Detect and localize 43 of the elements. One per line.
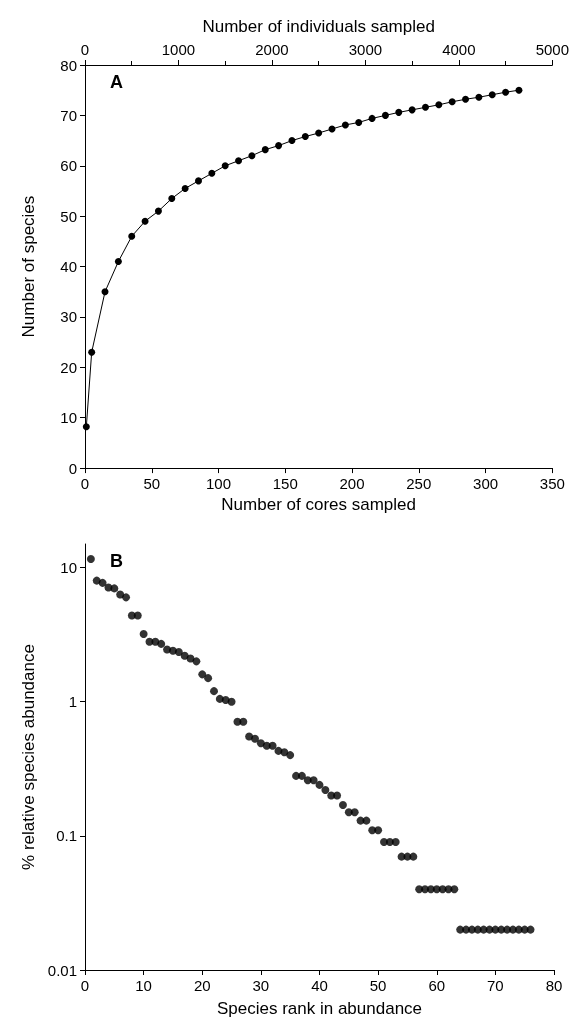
x-tick-label: 150: [272, 475, 298, 493]
x-axis-title: Species rank in abundance: [216, 999, 423, 1018]
x-tick-label: 0: [80, 977, 90, 994]
annotation: A: [110, 72, 123, 92]
x-tick-label: 0: [80, 475, 90, 493]
x-tick-label: 70: [487, 977, 504, 994]
x2-tick-label: 4000: [442, 41, 476, 58]
y-tick-label: 0.1: [56, 827, 77, 845]
y-tick-label: 1: [68, 693, 77, 711]
x-tick-label: 250: [406, 475, 432, 493]
y-tick-label: 60: [60, 157, 77, 175]
y-tick-label: 20: [60, 358, 77, 376]
x-tick-label: 40: [311, 977, 328, 994]
y-tick-label: 70: [60, 106, 77, 124]
x2-axis-title: Number of individuals sampled: [202, 17, 435, 36]
y-tick-label: 80: [60, 56, 77, 74]
y-tick-label: 10: [60, 409, 77, 427]
y-tick-label: 0: [68, 459, 77, 477]
x-axis-title: Number of cores sampled: [221, 495, 416, 514]
x-tick-label: 20: [193, 977, 211, 994]
y-tick-label: 10: [60, 559, 77, 577]
x-tick-label: 100: [206, 475, 232, 493]
x2-tick-label: 3000: [348, 41, 383, 58]
x2-tick-label: 0: [80, 41, 90, 58]
x-tick-label: 300: [473, 475, 499, 493]
y-tick-label: 50: [60, 207, 77, 225]
y-axis-title: Number of species: [19, 195, 38, 338]
x-tick-label: 50: [369, 977, 387, 994]
y-tick-label: 40: [60, 258, 77, 276]
x-tick-label: 10: [135, 977, 152, 994]
x-tick-label: 350: [539, 475, 565, 493]
y-tick-label: 30: [60, 308, 77, 326]
annotation: B: [110, 551, 123, 571]
x-tick-label: 50: [143, 475, 161, 493]
x-tick-label: 80: [545, 977, 563, 994]
x-tick-label: 60: [428, 977, 446, 994]
y-axis-title: % relative species abundance: [18, 644, 38, 870]
x2-tick-label: 5000: [535, 41, 569, 58]
x-tick-label: 200: [339, 475, 365, 493]
x2-tick-label: 2000: [255, 41, 289, 58]
y-tick-label: 0.01: [47, 961, 77, 979]
x2-tick-label: 1000: [161, 41, 196, 58]
x-tick-label: 30: [252, 977, 270, 994]
